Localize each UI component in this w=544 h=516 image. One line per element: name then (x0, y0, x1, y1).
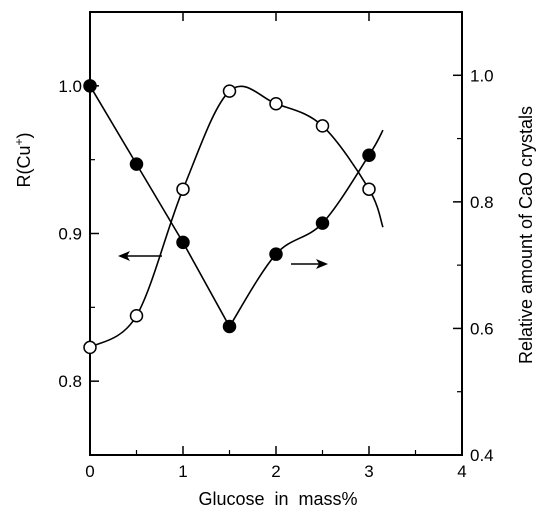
y-right-tick-label: 0.6 (470, 319, 494, 338)
open-marker (315, 119, 330, 133)
plot-frame (89, 11, 463, 456)
y-axis-left-title-sup: + (12, 138, 26, 145)
series-markers (83, 79, 376, 355)
x-tick-label: 1 (178, 462, 187, 481)
filled-marker (362, 148, 376, 162)
x-tick-label: 3 (364, 462, 373, 481)
y-axis-left-title-main: R(Cu (14, 146, 34, 188)
y-axis-right-title: Relative amount of CaO crystals (516, 106, 536, 364)
arrow-left-annotation (118, 251, 162, 261)
filled-marker (222, 319, 237, 334)
y-left-tick-label: 0.8 (58, 372, 82, 391)
tick-labels: 0 1 2 3 4 0.8 0.9 1.0 0.4 0.6 0.8 1.0 (58, 66, 493, 481)
open-marker (83, 340, 97, 355)
series-curves (89, 85, 384, 349)
y-axis-left-title: R(Cu+) (12, 132, 34, 187)
x-tick-label: 2 (271, 462, 280, 481)
open-marker (269, 97, 283, 111)
y-axis-left-title-close: ) (14, 132, 34, 138)
open-marker (362, 182, 376, 196)
arrow-right-annotation (291, 259, 328, 269)
open-marker (222, 84, 237, 98)
filled-marker (176, 235, 190, 250)
filled-marker (269, 247, 283, 261)
y-right-tick-label: 0.4 (470, 446, 494, 465)
filled-marker (129, 157, 144, 171)
series-line-2 (89, 85, 384, 349)
x-axis-title: Glucose in mass% (198, 489, 357, 509)
filled-marker (315, 216, 330, 230)
y-left-tick-label: 0.9 (58, 225, 82, 244)
filled-marker (83, 79, 97, 93)
x-tick-label: 4 (457, 462, 466, 481)
open-marker (129, 309, 144, 323)
x-tick-label: 0 (85, 462, 94, 481)
axis-ticks (89, 12, 463, 456)
series-line-1 (89, 85, 384, 329)
y-right-tick-label: 1.0 (470, 66, 494, 85)
y-left-tick-label: 1.0 (58, 77, 82, 96)
y-right-tick-label: 0.8 (470, 193, 494, 212)
open-marker (176, 182, 190, 196)
